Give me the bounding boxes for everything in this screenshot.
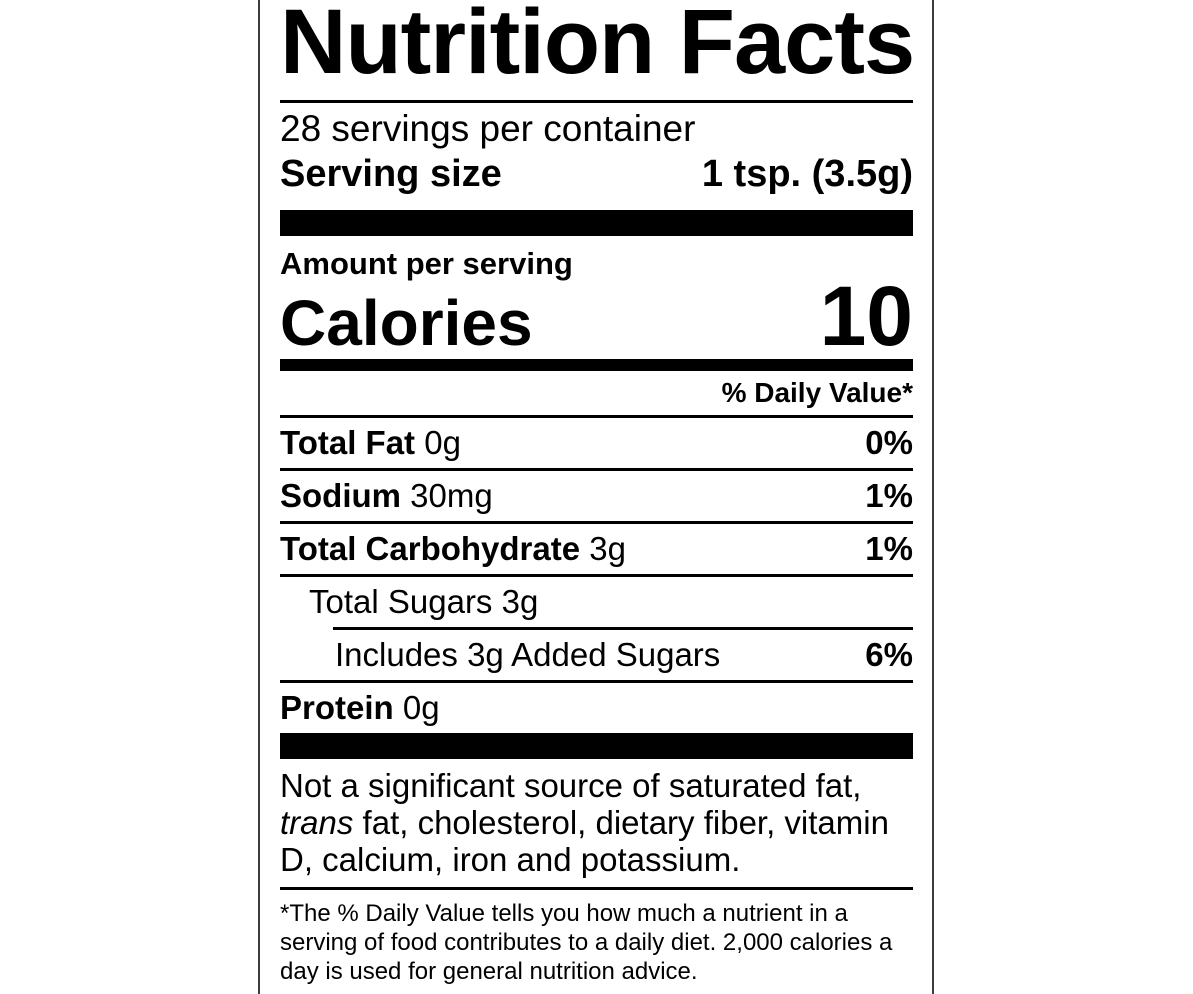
divider xyxy=(280,679,913,683)
nutrient-name: Sodium 30mg xyxy=(280,476,493,516)
nutrient-dv: 1% xyxy=(865,476,913,514)
amount-per-serving-label: Amount per serving xyxy=(280,246,573,281)
nutrient-bold: Sodium xyxy=(280,476,401,514)
servings-per-container: 28 servings per container xyxy=(280,108,696,149)
serving-size-value: 1 tsp. (3.5g) xyxy=(701,153,913,195)
calories-label: Calories xyxy=(280,287,533,359)
daily-value-footnote: *The % Daily Value tells you how much a … xyxy=(280,899,893,985)
nutrient-amount: 30mg xyxy=(410,476,493,514)
divider xyxy=(280,886,913,890)
note-suffix: fat, cholesterol, dietary fiber, vitamin… xyxy=(280,803,889,878)
nutrient-name: Includes 3g Added Sugars xyxy=(335,635,720,675)
nutrient-name: Total Sugars 3g xyxy=(309,582,538,622)
nutrient-name: Protein 0g xyxy=(280,688,440,728)
divider xyxy=(280,414,913,418)
daily-value-header: % Daily Value* xyxy=(721,376,913,408)
nutrient-name: Total Fat 0g xyxy=(280,423,461,463)
nutrient-amount: Includes 3g Added Sugars xyxy=(335,635,721,673)
divider xyxy=(280,573,913,577)
insignificant-nutrients-note: Not a significant source of saturated fa… xyxy=(280,767,913,878)
divider xyxy=(280,100,913,103)
divider xyxy=(280,467,913,471)
label-title: Nutrition Facts xyxy=(280,0,915,93)
nutrient-amount: Total Sugars 3g xyxy=(309,582,539,620)
note-trans-italic: trans xyxy=(280,803,354,841)
nutrient-row-added-sugars: Includes 3g Added Sugars 6% xyxy=(280,630,913,680)
nutrient-amount: 3g xyxy=(589,529,626,567)
divider xyxy=(280,520,913,524)
nutrient-bold: Protein xyxy=(280,688,394,726)
nutrient-amount: 0g xyxy=(402,688,440,726)
nutrient-dv: 6% xyxy=(865,635,913,673)
nutrient-row-total-carbohydrate: Total Carbohydrate 3g 1% xyxy=(280,524,913,574)
nutrient-row-protein: Protein 0g xyxy=(280,683,913,733)
thick-separator-bar xyxy=(280,732,913,759)
medium-separator-bar xyxy=(280,358,913,371)
nutrition-facts-label: Nutrition Facts 28 servings per containe… xyxy=(258,0,934,994)
thick-separator-bar xyxy=(280,210,913,236)
nutrient-name: Total Carbohydrate 3g xyxy=(280,529,626,569)
calories-value: 10 xyxy=(819,269,913,363)
nutrient-dv: 1% xyxy=(865,529,913,567)
calories-row: Calories 10 xyxy=(280,269,913,363)
nutrient-bold: Total Fat xyxy=(280,423,416,461)
note-prefix: Not a significant source of saturated fa… xyxy=(280,766,862,804)
serving-size-label: Serving size xyxy=(280,153,502,195)
nutrient-bold: Total Carbohydrate xyxy=(280,529,581,567)
nutrient-row-total-fat: Total Fat 0g 0% xyxy=(280,418,913,468)
nutrient-row-total-sugars: Total Sugars 3g xyxy=(280,577,913,627)
divider-inset xyxy=(333,626,913,630)
nutrient-amount: 0g xyxy=(424,423,461,461)
serving-size-row: Serving size 1 tsp. (3.5g) xyxy=(280,151,913,197)
nutrient-dv: 0% xyxy=(865,423,913,461)
nutrient-row-sodium: Sodium 30mg 1% xyxy=(280,471,913,521)
